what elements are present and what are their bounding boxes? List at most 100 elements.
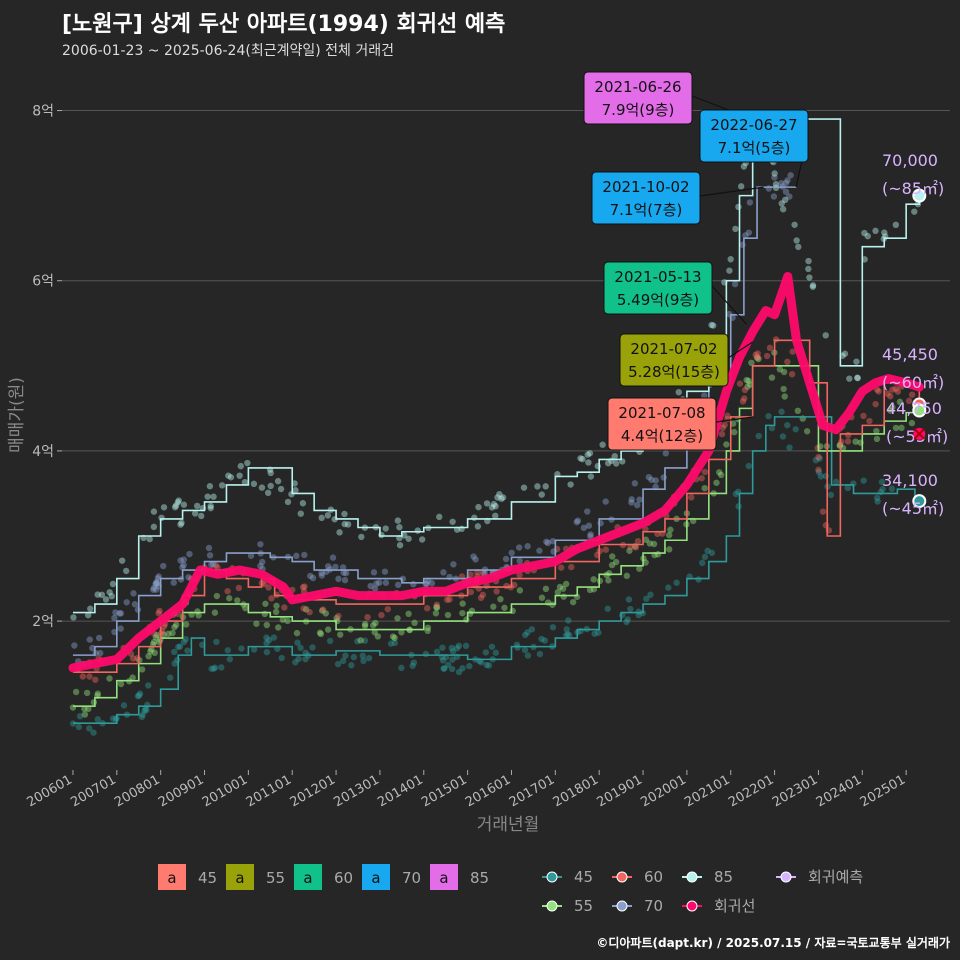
scatter-point	[466, 662, 473, 670]
scatter-point	[753, 354, 761, 361]
scatter-point	[727, 256, 734, 263]
scatter-point	[754, 350, 761, 357]
annotation-box	[607, 397, 717, 451]
scatter-point	[449, 656, 456, 663]
scatter-point	[704, 547, 711, 555]
scatter-point	[626, 547, 633, 554]
scatter-point	[574, 517, 582, 524]
scatter-point	[887, 393, 894, 400]
scatter-point	[218, 482, 226, 489]
scatter-point	[292, 659, 299, 666]
series-line-60	[72, 339, 921, 673]
scatter-point	[94, 716, 102, 723]
scatter-point	[459, 665, 466, 672]
scatter-point	[812, 456, 820, 464]
scatter-point	[492, 512, 499, 520]
scatter-point	[817, 473, 825, 480]
scatter-point	[542, 585, 550, 593]
scatter-point	[569, 598, 577, 606]
scatter-point	[609, 553, 616, 560]
scatter-point	[342, 569, 350, 577]
scatter-point	[318, 569, 325, 577]
scatter-point	[508, 549, 515, 557]
scatter-point	[213, 638, 220, 646]
scatter-point	[573, 518, 580, 526]
scatter-point	[771, 174, 778, 181]
scatter-point	[258, 484, 266, 491]
scatter-point	[778, 408, 785, 415]
scatter-point	[650, 540, 658, 548]
scatter-point	[179, 564, 186, 571]
forecast-value: 45,450	[882, 345, 938, 364]
scatter-point	[176, 643, 184, 650]
scatter-point	[472, 556, 479, 563]
scatter-point	[822, 332, 829, 339]
scatter-point	[89, 644, 96, 652]
scatter-point	[477, 659, 485, 666]
scatter-point	[226, 595, 233, 602]
scatter-point	[206, 483, 214, 490]
scatter-point	[134, 606, 142, 613]
scatter-point	[170, 579, 177, 586]
scatter-point	[136, 690, 144, 697]
scatter-point	[710, 322, 717, 329]
scatter-point	[879, 485, 886, 493]
scatter-point	[135, 692, 143, 699]
scatter-point	[763, 352, 771, 360]
scatter-point	[768, 374, 776, 381]
scatter-point	[102, 596, 110, 603]
scatter-point	[92, 676, 99, 683]
scatter-point	[563, 626, 570, 633]
scatter-point	[394, 517, 402, 524]
scatter-point	[154, 575, 162, 582]
scatter-point	[726, 267, 733, 274]
scatter-point	[272, 608, 280, 616]
annotation-price: 5.28억(15층)	[628, 363, 720, 381]
scatter-point	[354, 638, 361, 645]
scatter-point	[602, 498, 609, 505]
scatter-point	[293, 552, 300, 560]
scatter-point	[662, 450, 670, 457]
scatter-point	[257, 562, 264, 570]
legend-line-label: 회귀예측	[808, 868, 863, 886]
scatter-point	[297, 510, 304, 517]
scatter-point	[209, 560, 217, 568]
scatter-point	[755, 432, 762, 440]
scatter-point	[602, 546, 610, 553]
scatter-point	[633, 501, 641, 509]
scatter-point	[152, 586, 160, 593]
scatter-point	[501, 604, 508, 611]
scatter-point	[212, 562, 220, 569]
scatter-point	[171, 504, 179, 511]
scatter-point	[150, 586, 157, 593]
scatter-point	[737, 183, 745, 190]
scatter-point	[815, 466, 822, 473]
scatter-point	[211, 609, 219, 616]
annotation-leader	[727, 341, 753, 359]
scatter-point	[516, 557, 523, 565]
annotation-box	[603, 261, 713, 315]
x-axis-title: 거래년월	[477, 815, 540, 835]
scatter-point	[208, 665, 215, 672]
scatter-point	[247, 552, 255, 559]
legend-swatch-55	[226, 864, 254, 890]
scatter-point	[844, 438, 852, 445]
annotation-price: 7.9억(9층)	[602, 101, 675, 119]
scatter-point	[182, 621, 190, 628]
scatter-point	[263, 639, 270, 647]
scatter-point	[372, 619, 379, 627]
annotation-box	[591, 171, 701, 225]
scatter-point	[370, 569, 378, 576]
scatter-point	[746, 381, 754, 388]
scatter-point	[765, 412, 772, 420]
scatter-point	[538, 635, 545, 643]
annotation-price: 4.4억(12층)	[621, 427, 703, 445]
scatter-point	[643, 595, 650, 603]
scatter-point	[193, 502, 201, 510]
scatter-point	[405, 535, 412, 542]
scatter-point	[265, 584, 272, 591]
scatter-point	[606, 570, 613, 577]
scatter-point	[701, 468, 709, 476]
scatter-point	[884, 390, 891, 397]
